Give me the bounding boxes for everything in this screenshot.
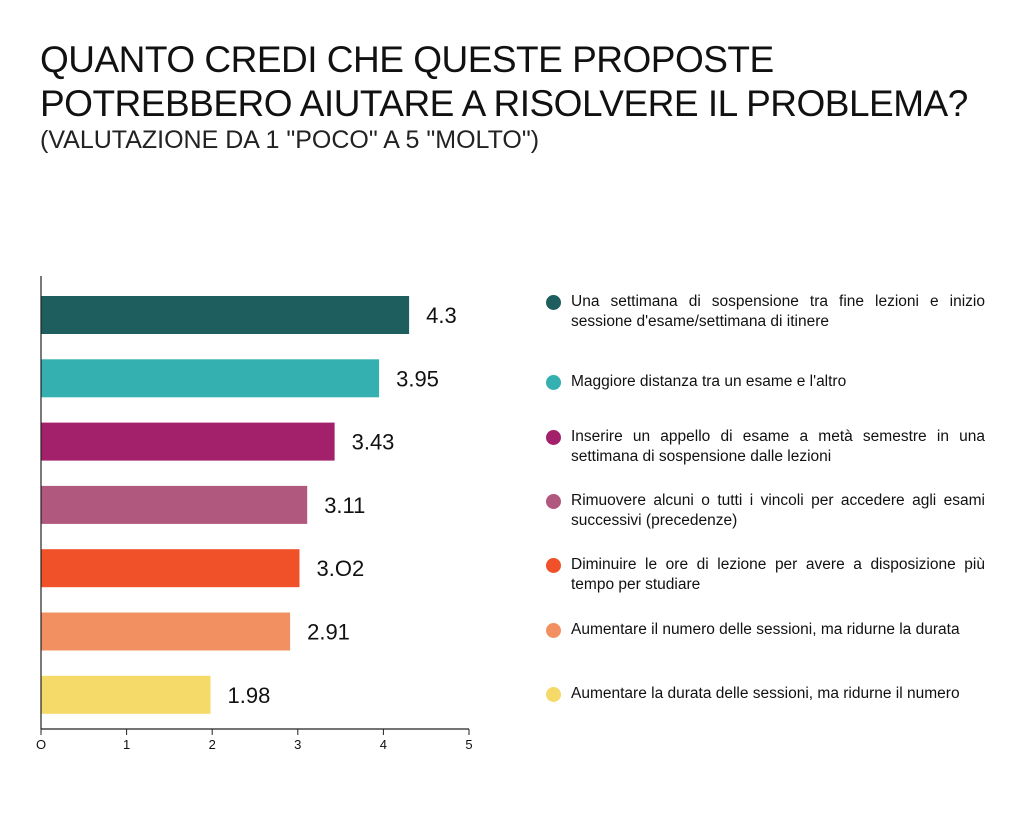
bar: [41, 675, 211, 714]
legend-swatch: [546, 558, 561, 573]
legend-swatch: [546, 687, 561, 702]
legend-label: Aumentare il numero delle sessioni, ma r…: [571, 621, 960, 638]
legend-item: Aumentare il numero delle sessioni, ma r…: [546, 620, 986, 640]
bar-value-label: 3.95: [396, 366, 439, 391]
legend-swatch: [546, 494, 561, 509]
legend-item: Rimuovere alcuni o tutti i vincoli per a…: [546, 491, 986, 531]
x-tick-label: 4: [380, 737, 387, 752]
bar-value-label: 3.11: [324, 493, 365, 518]
legend-label: Maggiore distanza tra un esame e l'altro: [571, 373, 847, 390]
legend-swatch: [546, 430, 561, 445]
bar: [41, 359, 380, 398]
bar: [41, 612, 291, 651]
legend-label: Diminuire le ore di lezione per avere a …: [571, 556, 985, 593]
x-tick-label: 5: [465, 737, 472, 752]
bar: [41, 485, 308, 524]
legend-item: Diminuire le ore di lezione per avere a …: [546, 555, 986, 595]
bar-value-label: 3.O2: [317, 556, 365, 581]
legend-label: Rimuovere alcuni o tutti i vincoli per a…: [571, 492, 985, 529]
chart-subtitle: (VALUTAZIONE DA 1 "POCO" A 5 "MOLTO"): [40, 126, 540, 154]
bar-value-label: 4.3: [426, 303, 457, 328]
legend-swatch: [546, 375, 561, 390]
legend-item: Maggiore distanza tra un esame e l'altro: [546, 372, 986, 392]
chart-title: QUANTO CREDI CHE QUESTE PROPOSTE POTREBB…: [40, 39, 968, 124]
bar: [41, 549, 300, 588]
legend-swatch: [546, 295, 561, 310]
bar: [41, 296, 410, 334]
bar: [41, 422, 335, 461]
x-tick-label: 2: [209, 737, 216, 752]
legend-item: Una settimana di sospensione tra fine le…: [546, 292, 986, 332]
x-tick-label: O: [36, 737, 46, 752]
x-tick-label: 1: [123, 737, 130, 752]
legend-label: Inserire un appello di esame a metà seme…: [571, 428, 985, 465]
x-tick-label: 3: [294, 737, 301, 752]
bar-value-label: 2.91: [307, 620, 350, 645]
bar-value-label: 3.43: [352, 430, 395, 455]
bar-value-label: 1.98: [228, 683, 271, 708]
legend-item: Aumentare la durata delle sessioni, ma r…: [546, 684, 986, 704]
legend-label: Aumentare la durata delle sessioni, ma r…: [571, 685, 960, 702]
legend-label: Una settimana di sospensione tra fine le…: [571, 293, 985, 330]
legend-swatch: [546, 623, 561, 638]
legend-item: Inserire un appello di esame a metà seme…: [546, 427, 986, 467]
